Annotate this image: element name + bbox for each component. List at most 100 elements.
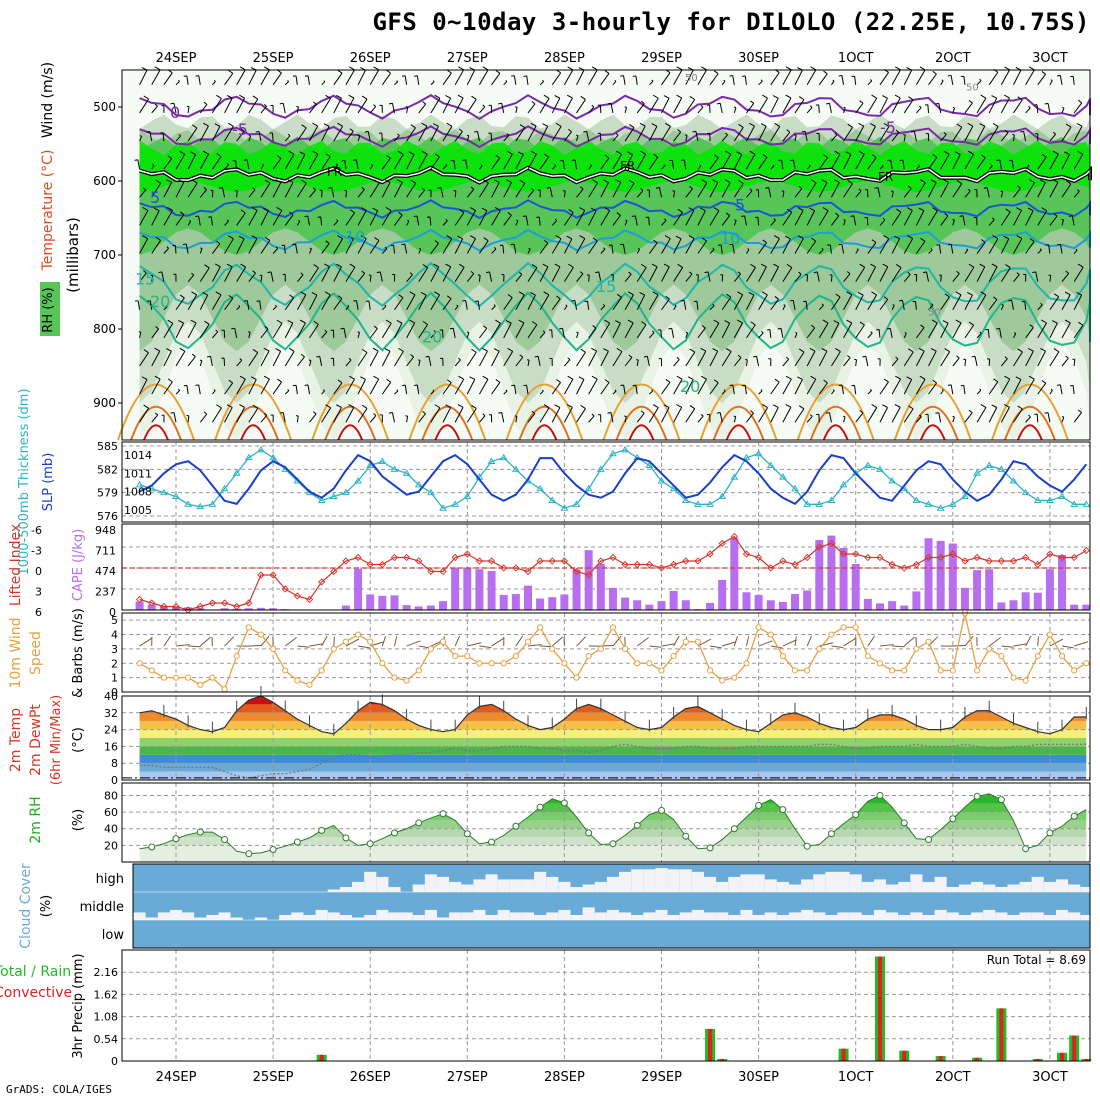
barb-shaft [430, 407, 441, 423]
wind-speed-marker [779, 652, 786, 660]
wind-barb [964, 291, 973, 310]
wind-barb [952, 219, 955, 226]
wind-barb [826, 102, 832, 114]
cloud-cell-high [546, 876, 559, 892]
barb-shaft [719, 103, 723, 114]
barb-feather [834, 132, 838, 136]
barb-shaft [600, 157, 610, 170]
wind-barb [515, 291, 525, 311]
precip-conv-bar [319, 1054, 324, 1061]
cloud-cell-middle [218, 912, 231, 920]
barb-shaft [818, 104, 820, 113]
wind-barb [988, 95, 998, 114]
barb-feather [506, 150, 513, 155]
barb-shaft [950, 75, 954, 85]
barb-shaft [974, 356, 978, 367]
barb-feather [908, 405, 914, 410]
barb-shaft [733, 322, 743, 339]
wind-speed-marker [524, 638, 532, 645]
wind-barb [794, 207, 804, 226]
wind-barb [867, 79, 873, 86]
barb-feather [218, 187, 223, 189]
barb-shaft [260, 328, 269, 339]
wind-barb [430, 94, 441, 114]
barb-shaft [539, 294, 550, 311]
barb-shaft [988, 71, 999, 86]
wind-barb [488, 414, 493, 423]
wind-barb [855, 291, 864, 310]
wind-barb [454, 209, 465, 226]
cloud-cell-high [412, 884, 425, 892]
day-label-top: 28SEP [544, 51, 585, 66]
wind-barb [212, 389, 216, 395]
barb-shaft [199, 248, 203, 254]
barb-shaft [430, 331, 437, 339]
cape-bar [1033, 592, 1042, 610]
wind-barb [721, 79, 726, 86]
barb-shaft [1000, 238, 1010, 254]
wind-barb [891, 264, 902, 282]
barb-feather [543, 291, 550, 296]
barb-shaft [309, 103, 317, 114]
cloud-bg [133, 864, 1090, 948]
barb-feather [228, 379, 233, 384]
isotherm-35 [1016, 424, 1043, 441]
wind-speed-marker [136, 660, 143, 667]
barb-feather [655, 187, 660, 189]
barb-shaft [139, 407, 150, 423]
wind-barb [843, 415, 846, 423]
wind-barb [928, 319, 938, 339]
barb-feather [531, 410, 536, 414]
barb-feather [931, 319, 938, 324]
rh2m-marker [366, 840, 374, 848]
barb-feather [277, 69, 282, 74]
wind-barb [425, 355, 432, 367]
barb-feather [651, 123, 658, 127]
isotherm-30 [1003, 405, 1056, 441]
barb-feather [859, 263, 865, 268]
barb-feather [413, 384, 418, 387]
barb-shaft [658, 187, 662, 198]
barb-shaft [891, 407, 901, 423]
barb-shaft [321, 243, 330, 254]
wind-barb [851, 75, 857, 85]
barb-feather [1003, 235, 1010, 240]
barb-shaft [733, 127, 744, 142]
wind-barb [597, 414, 602, 423]
barb-feather [591, 375, 598, 380]
wind-speed-marker [646, 660, 653, 667]
barb-shaft [260, 350, 270, 367]
isotherm-35 [434, 424, 461, 441]
barb-shaft [721, 322, 731, 339]
barb-feather [304, 215, 308, 218]
barb-shaft [794, 210, 804, 226]
barb-shaft [515, 127, 526, 142]
barb-shaft [588, 106, 595, 114]
wind-barb [369, 207, 379, 226]
barb-feather [263, 375, 270, 380]
wind-barb [672, 190, 676, 198]
barb-feather [603, 348, 609, 352]
barb-feather [858, 122, 864, 127]
barb-shaft [878, 329, 881, 338]
barb-feather [336, 95, 342, 99]
barb-shaft [806, 416, 813, 423]
cape-bar [499, 594, 508, 610]
wind-barb [139, 207, 149, 226]
wind-barb [260, 66, 270, 86]
precip-tick: 0 [111, 1055, 118, 1068]
rh2m-marker [512, 822, 520, 830]
barb-feather [639, 292, 645, 296]
barb-feather [627, 151, 633, 155]
wind-barb [309, 411, 317, 423]
wind-barb [284, 347, 295, 367]
barb-shaft [648, 126, 658, 142]
barb-shaft [964, 249, 969, 254]
barb-feather [154, 66, 161, 71]
barb-shaft [697, 106, 704, 114]
barb-shaft [174, 245, 177, 254]
barb-feather [360, 235, 367, 239]
barb-shaft [246, 300, 250, 310]
barb-shaft [792, 300, 796, 310]
wind-barb [867, 331, 873, 339]
